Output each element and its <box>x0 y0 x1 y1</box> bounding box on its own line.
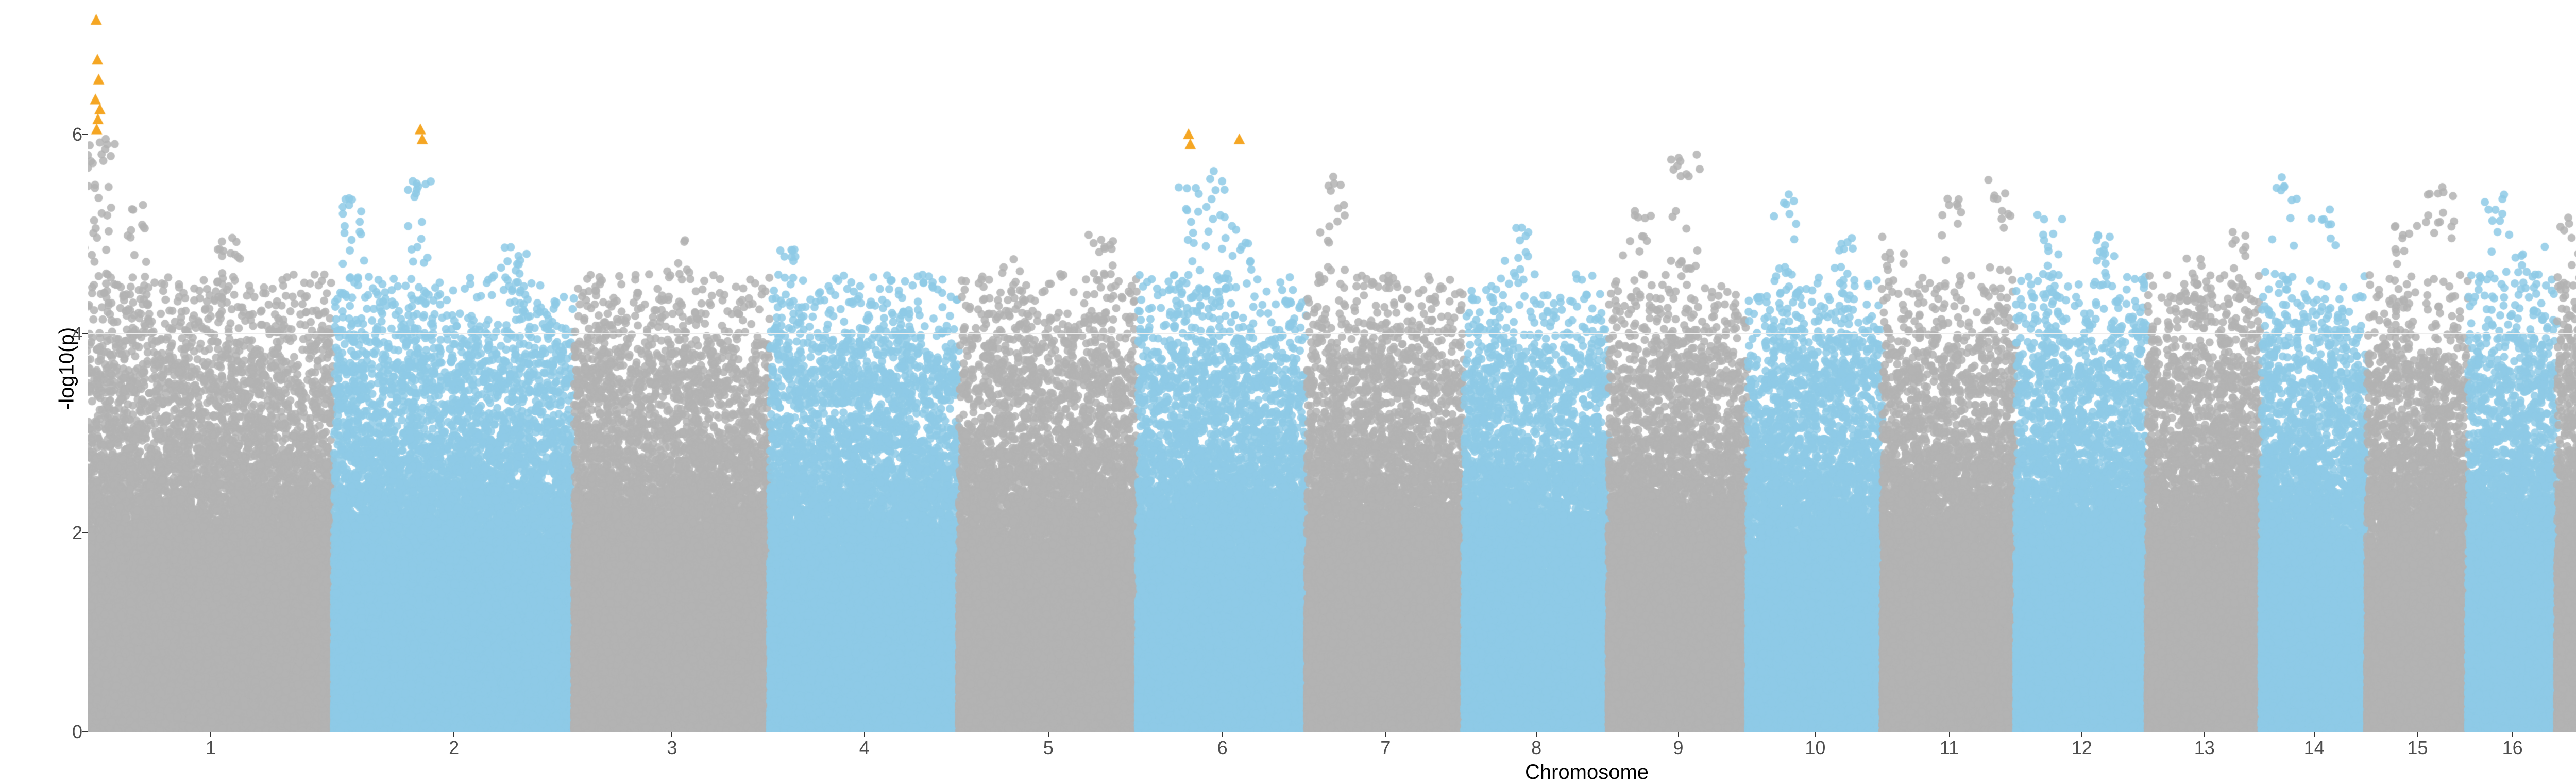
y-tick-mark <box>82 532 88 533</box>
x-tick-label: 16 <box>2502 737 2523 759</box>
x-tick-label: 10 <box>1805 737 1825 759</box>
x-tick-mark <box>2512 732 2513 737</box>
x-tick-label: 8 <box>1531 737 1541 759</box>
y-tick-mark <box>82 134 88 135</box>
x-tick-mark <box>1048 732 1049 737</box>
x-tick-mark <box>2081 732 2082 737</box>
x-tick-mark <box>2417 732 2418 737</box>
x-tick-mark <box>1815 732 1816 737</box>
x-tick-mark <box>453 732 454 737</box>
y-tick-label: 6 <box>72 124 82 145</box>
x-tick-mark <box>210 732 211 737</box>
x-axis-title: Chromosome <box>1525 761 1649 784</box>
y-tick-label: 4 <box>72 323 82 344</box>
x-tick-label: 6 <box>1217 737 1228 759</box>
x-tick-label: 3 <box>667 737 677 759</box>
plot-area: -log10(p) Chromosome 0246123456789101112… <box>88 5 2576 732</box>
x-tick-label: 14 <box>2304 737 2325 759</box>
x-tick-mark <box>1678 732 1679 737</box>
x-tick-label: 9 <box>1673 737 1684 759</box>
x-tick-mark <box>1536 732 1537 737</box>
x-tick-label: 11 <box>1940 737 1959 759</box>
x-tick-label: 4 <box>859 737 870 759</box>
x-tick-mark <box>2204 732 2205 737</box>
x-tick-label: 15 <box>2407 737 2428 759</box>
x-tick-mark <box>671 732 672 737</box>
y-tick-mark <box>82 731 88 732</box>
x-tick-label: 2 <box>449 737 459 759</box>
x-tick-mark <box>1949 732 1950 737</box>
x-tick-mark <box>864 732 865 737</box>
x-tick-label: 12 <box>2072 737 2092 759</box>
y-tick-mark <box>82 333 88 334</box>
chart-container: -log10(p) Chromosome 0246123456789101112… <box>0 0 2576 773</box>
x-tick-mark <box>1385 732 1386 737</box>
gridline <box>88 333 2576 334</box>
y-tick-label: 0 <box>72 721 82 743</box>
x-tick-label: 7 <box>1380 737 1391 759</box>
x-tick-label: 13 <box>2194 737 2215 759</box>
y-tick-label: 2 <box>72 522 82 544</box>
manhattan-canvas <box>88 5 2576 732</box>
x-tick-mark <box>1222 732 1223 737</box>
x-tick-label: 1 <box>206 737 216 759</box>
x-tick-mark <box>2314 732 2315 737</box>
x-tick-label: 5 <box>1043 737 1054 759</box>
